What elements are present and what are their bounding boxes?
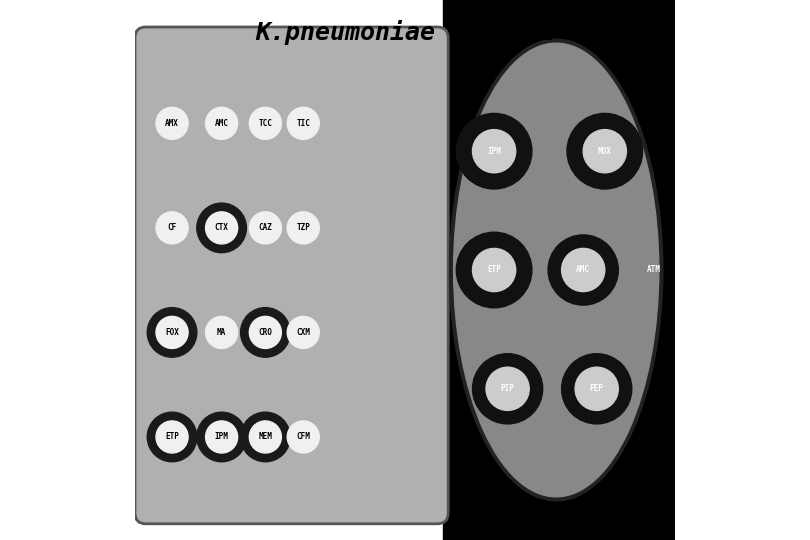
Circle shape bbox=[567, 113, 642, 189]
Circle shape bbox=[288, 316, 319, 348]
Circle shape bbox=[249, 212, 281, 244]
Circle shape bbox=[206, 421, 237, 453]
Ellipse shape bbox=[450, 39, 663, 501]
Text: CAZ: CAZ bbox=[258, 224, 272, 232]
Circle shape bbox=[288, 421, 319, 453]
Circle shape bbox=[249, 421, 281, 453]
Text: AMC: AMC bbox=[215, 119, 228, 128]
Text: IPM: IPM bbox=[487, 147, 501, 156]
Text: CFM: CFM bbox=[296, 433, 310, 442]
Circle shape bbox=[288, 212, 319, 244]
Circle shape bbox=[456, 232, 532, 308]
Circle shape bbox=[561, 248, 605, 292]
Text: AMX: AMX bbox=[165, 119, 179, 128]
Circle shape bbox=[156, 421, 188, 453]
Circle shape bbox=[147, 412, 197, 462]
Ellipse shape bbox=[454, 43, 659, 497]
Text: MA: MA bbox=[217, 328, 226, 337]
Circle shape bbox=[472, 248, 516, 292]
Text: ATM: ATM bbox=[646, 266, 660, 274]
Circle shape bbox=[156, 212, 188, 244]
Circle shape bbox=[548, 235, 618, 305]
Text: MOX: MOX bbox=[598, 147, 612, 156]
Circle shape bbox=[575, 367, 618, 410]
Circle shape bbox=[456, 113, 532, 189]
FancyBboxPatch shape bbox=[135, 27, 448, 524]
Text: ETP: ETP bbox=[165, 433, 179, 442]
Circle shape bbox=[147, 308, 197, 357]
Circle shape bbox=[156, 107, 188, 139]
Text: FOX: FOX bbox=[165, 328, 179, 337]
Text: ETP: ETP bbox=[487, 266, 501, 274]
Text: K.pneumoniae : KPC-1: K.pneumoniae : KPC-1 bbox=[255, 20, 555, 45]
Text: CXM: CXM bbox=[296, 328, 310, 337]
Circle shape bbox=[241, 308, 290, 357]
Circle shape bbox=[249, 316, 281, 348]
Text: IPM: IPM bbox=[215, 433, 228, 442]
Circle shape bbox=[583, 130, 626, 173]
Circle shape bbox=[206, 212, 237, 244]
Circle shape bbox=[241, 412, 290, 462]
Text: TZP: TZP bbox=[296, 224, 310, 232]
Text: PIP: PIP bbox=[501, 384, 514, 393]
Text: CF: CF bbox=[168, 224, 177, 232]
Circle shape bbox=[472, 354, 543, 424]
Circle shape bbox=[249, 107, 281, 139]
Bar bbox=[443, 0, 675, 540]
Text: FEP: FEP bbox=[590, 384, 603, 393]
Text: CRO: CRO bbox=[258, 328, 272, 337]
Circle shape bbox=[288, 107, 319, 139]
Circle shape bbox=[197, 203, 246, 253]
Circle shape bbox=[206, 107, 237, 139]
Text: CTX: CTX bbox=[215, 224, 228, 232]
Circle shape bbox=[156, 316, 188, 348]
Text: TIC: TIC bbox=[296, 119, 310, 128]
Text: AMC: AMC bbox=[576, 266, 590, 274]
Circle shape bbox=[197, 412, 246, 462]
Circle shape bbox=[486, 367, 529, 410]
Circle shape bbox=[561, 354, 632, 424]
Text: MEM: MEM bbox=[258, 433, 272, 442]
Text: TCC: TCC bbox=[258, 119, 272, 128]
Circle shape bbox=[206, 316, 237, 348]
Circle shape bbox=[472, 130, 516, 173]
